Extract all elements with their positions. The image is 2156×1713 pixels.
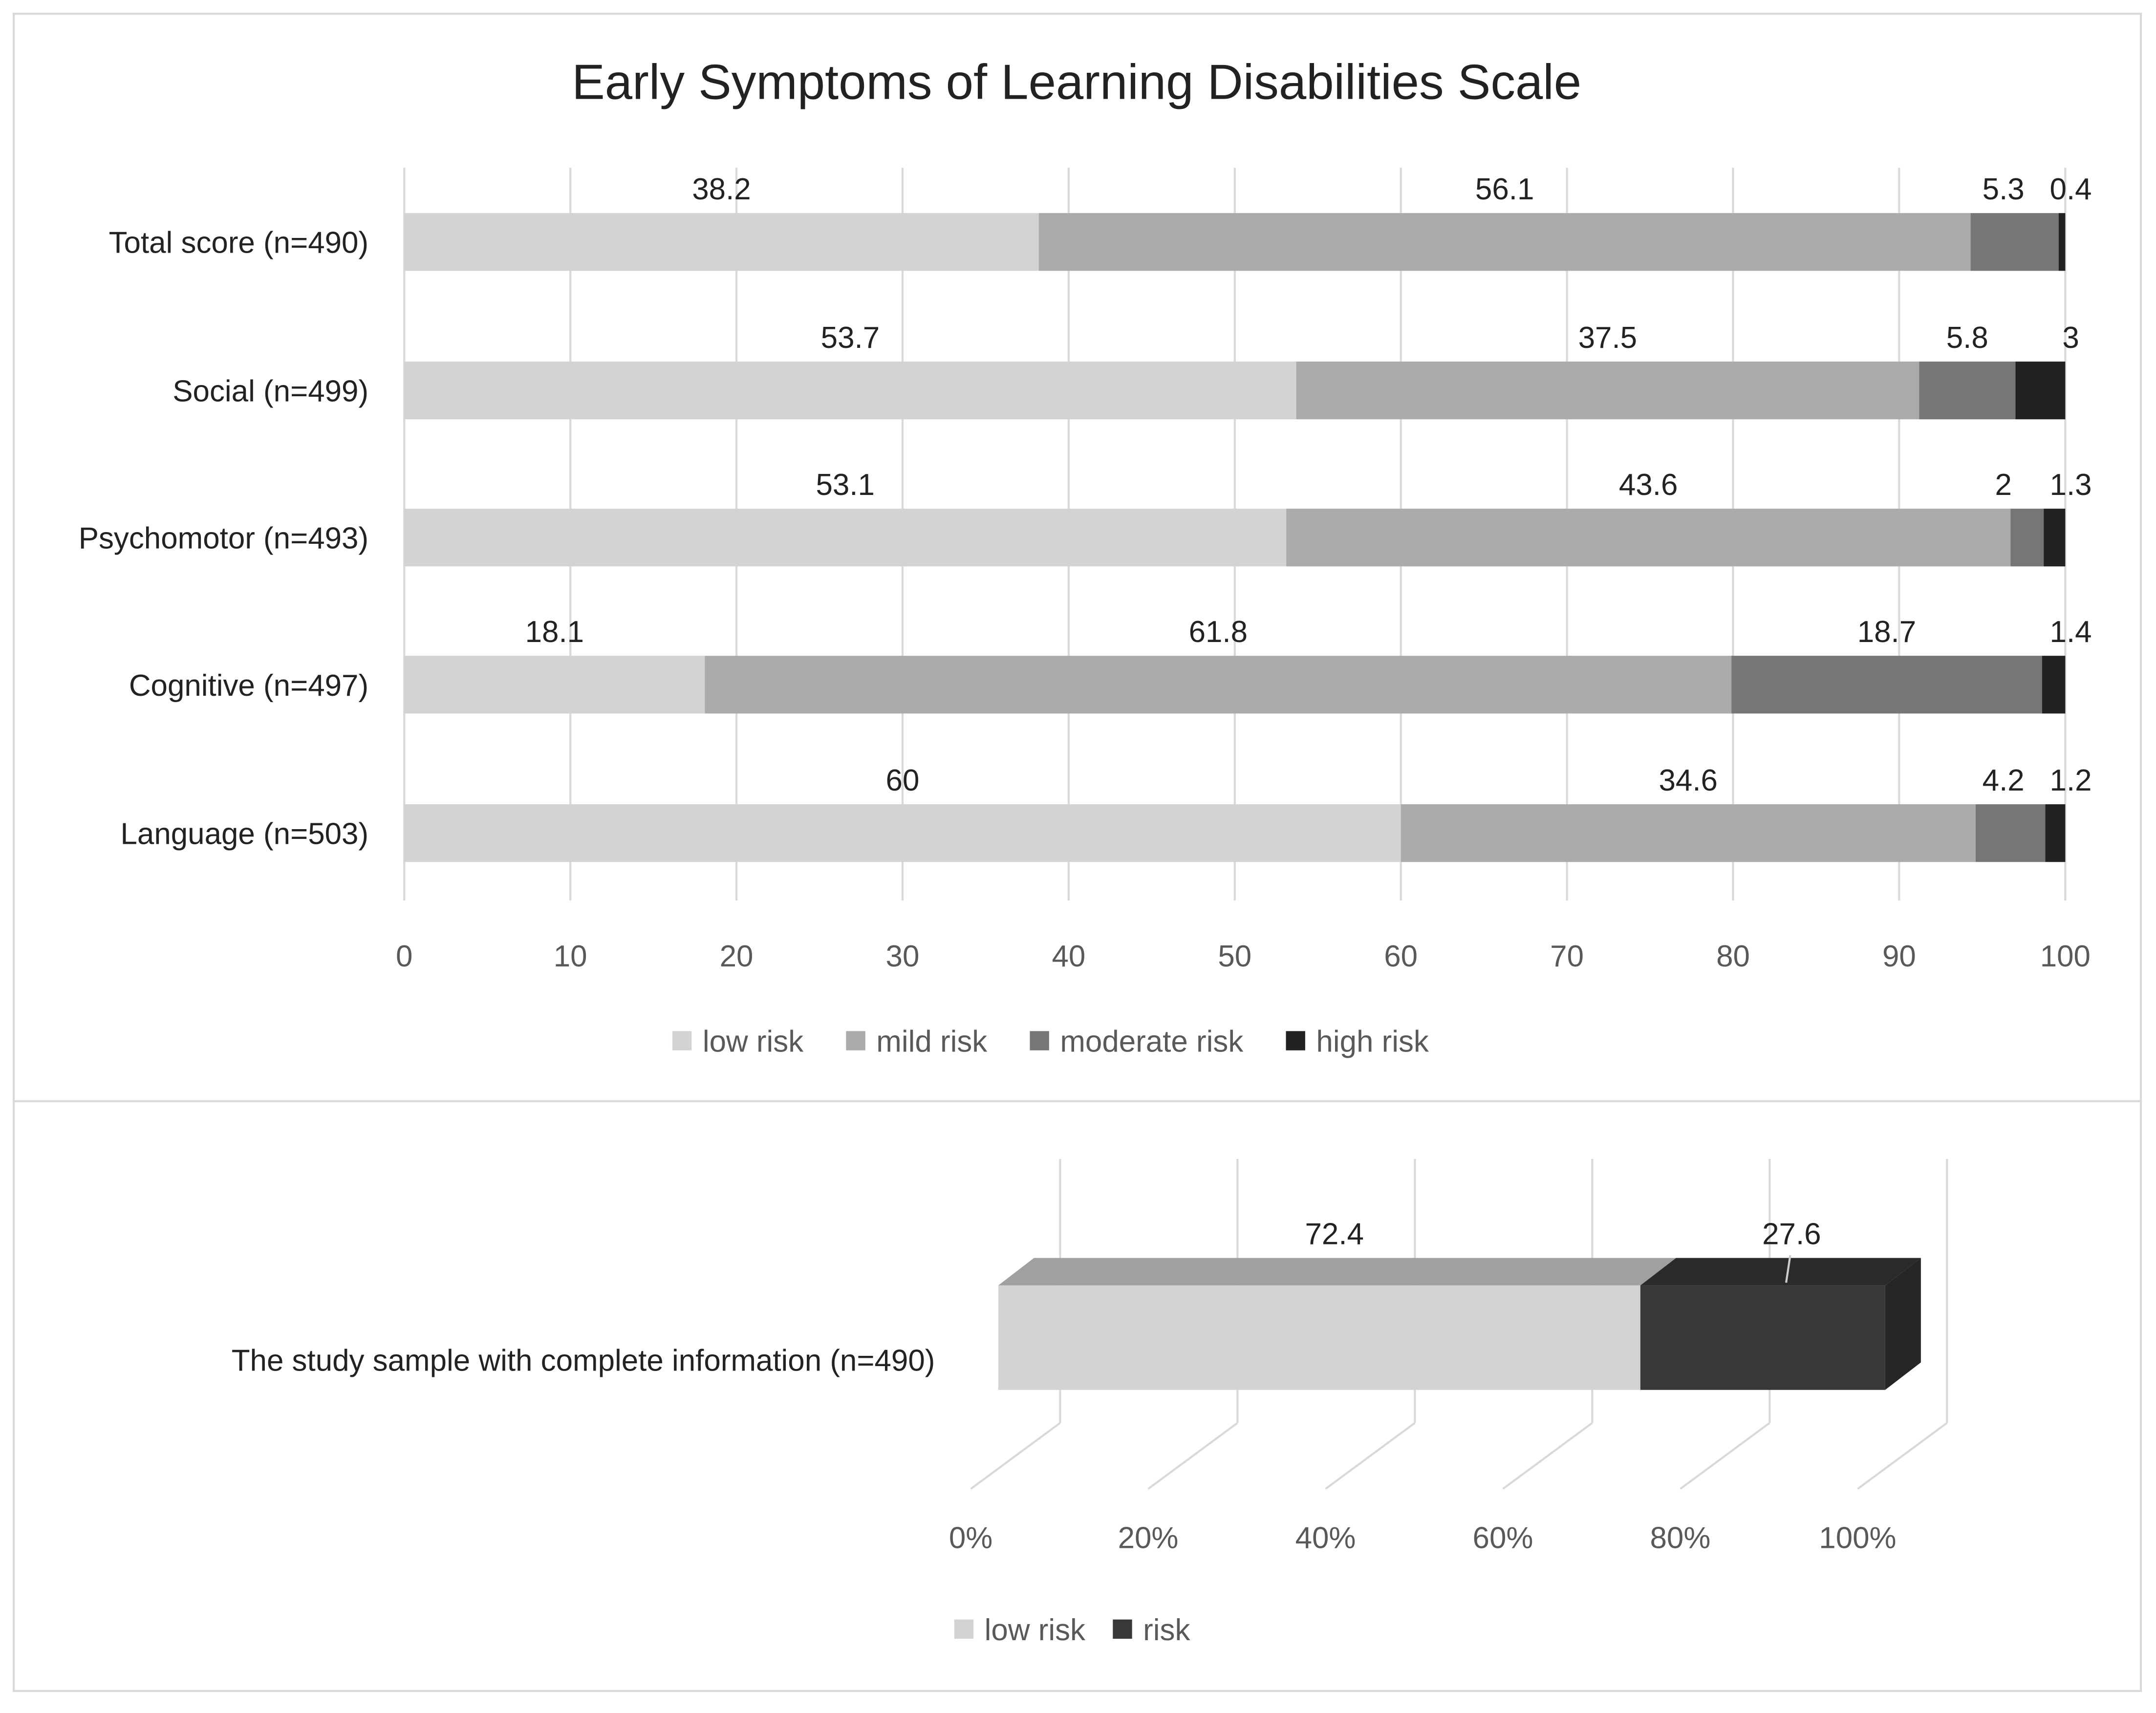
bar-segment [404, 362, 1296, 420]
legend-swatch [672, 1031, 692, 1050]
legend-swatch [1113, 1619, 1132, 1639]
bar-top-face [998, 1258, 1676, 1285]
bar-segment [1286, 509, 2011, 567]
x-tick-label: 30 [886, 940, 920, 973]
bar-side-face [1885, 1258, 1921, 1390]
leader-line [1785, 1255, 1791, 1283]
bar-segment [998, 1285, 1640, 1390]
legend-swatch [1286, 1031, 1305, 1050]
x-tick-label: 60 [1384, 940, 1418, 973]
bar-segment [2045, 804, 2066, 862]
category-label: The study sample with complete informati… [232, 1344, 935, 1377]
floor-gridline [970, 1422, 1061, 1490]
x-tick-label: 60% [1473, 1521, 1533, 1555]
data-label: 38.2 [692, 172, 751, 206]
data-label: 1.4 [2050, 615, 2092, 649]
data-label: 53.7 [821, 321, 880, 355]
category-label: Cognitive (n=497) [129, 669, 368, 703]
floor-gridline [1857, 1422, 1948, 1490]
data-label: 56.1 [1475, 172, 1534, 206]
legend-label: low risk [703, 1025, 804, 1059]
bar-segment [2058, 213, 2066, 271]
x-tick-label: 20% [1118, 1521, 1179, 1555]
bar-segment [404, 656, 705, 714]
bar-segment [1296, 362, 1919, 420]
x-tick-label: 20 [720, 940, 754, 973]
chart-title: Early Symptoms of Learning Disabilities … [572, 55, 1581, 110]
category-label: Psychomotor (n=493) [79, 522, 368, 556]
data-label: 1.3 [2050, 468, 2092, 502]
bottom-chart-frame [13, 1100, 2142, 1692]
floor-gridline [1325, 1422, 1416, 1490]
bar-segment [404, 804, 1401, 862]
legend-label: high risk [1316, 1025, 1429, 1059]
bar-segment [1970, 213, 2059, 271]
legend-label: moderate risk [1060, 1025, 1244, 1059]
legend-label: risk [1143, 1613, 1190, 1647]
category-label: Social (n=499) [172, 375, 368, 408]
x-tick-label: 70 [1550, 940, 1584, 973]
x-tick-label: 80% [1650, 1521, 1711, 1555]
x-tick-label: 40% [1295, 1521, 1356, 1555]
bar-segment [2010, 509, 2044, 567]
bar-segment [2042, 656, 2066, 714]
bar-segment [1401, 804, 1976, 862]
bar-top-face [1640, 1258, 1921, 1285]
legend-label: low risk [985, 1613, 1086, 1647]
x-tick-label: 50 [1218, 940, 1251, 973]
data-label: 4.2 [1983, 764, 2025, 797]
bar-segment [404, 213, 1039, 271]
legend-swatch [1030, 1031, 1049, 1050]
data-label: 1.2 [2050, 764, 2092, 797]
bar-segment [2044, 509, 2066, 567]
data-label: 60 [886, 764, 920, 797]
legend-swatch [846, 1031, 865, 1050]
bar-segment [404, 509, 1287, 567]
floor-gridline [1680, 1422, 1770, 1490]
data-label: 34.6 [1659, 764, 1718, 797]
data-label: 53.1 [816, 468, 874, 502]
bar-segment [2015, 362, 2066, 420]
data-label: 2 [1995, 468, 2011, 502]
category-label: Language (n=503) [120, 817, 368, 851]
bar-segment [1038, 213, 1971, 271]
data-label: 18.1 [525, 615, 584, 649]
x-tick-label: 0 [396, 940, 412, 973]
bar-segment [705, 656, 1732, 714]
floor-gridline [1147, 1422, 1238, 1490]
data-label: 0.4 [2050, 172, 2092, 206]
data-label: 37.5 [1578, 321, 1637, 355]
data-label: 5.3 [1983, 172, 2025, 206]
data-label: 18.7 [1857, 615, 1916, 649]
data-label: 61.8 [1189, 615, 1248, 649]
x-tick-label: 100 [2040, 940, 2091, 973]
x-tick-label: 90 [1882, 940, 1916, 973]
floor-gridline [1502, 1422, 1593, 1490]
x-tick-label: 40 [1052, 940, 1085, 973]
category-label: Total score (n=490) [109, 226, 369, 260]
legend-label: mild risk [876, 1025, 988, 1059]
data-label: 43.6 [1619, 468, 1678, 502]
bar-segment [1975, 804, 2046, 862]
data-label: 72.4 [1305, 1217, 1364, 1251]
data-label: 5.8 [1946, 321, 1988, 355]
bar-segment [1731, 656, 2042, 714]
x-tick-label: 10 [554, 940, 587, 973]
x-tick-label: 0% [949, 1521, 992, 1555]
bar-segment [1919, 362, 2016, 420]
data-label: 27.6 [1762, 1217, 1821, 1251]
x-tick-label: 80 [1716, 940, 1750, 973]
x-tick-label: 100% [1819, 1521, 1896, 1555]
data-label: 3 [2062, 321, 2079, 355]
legend-swatch [954, 1619, 974, 1639]
bar-segment [1640, 1285, 1885, 1390]
